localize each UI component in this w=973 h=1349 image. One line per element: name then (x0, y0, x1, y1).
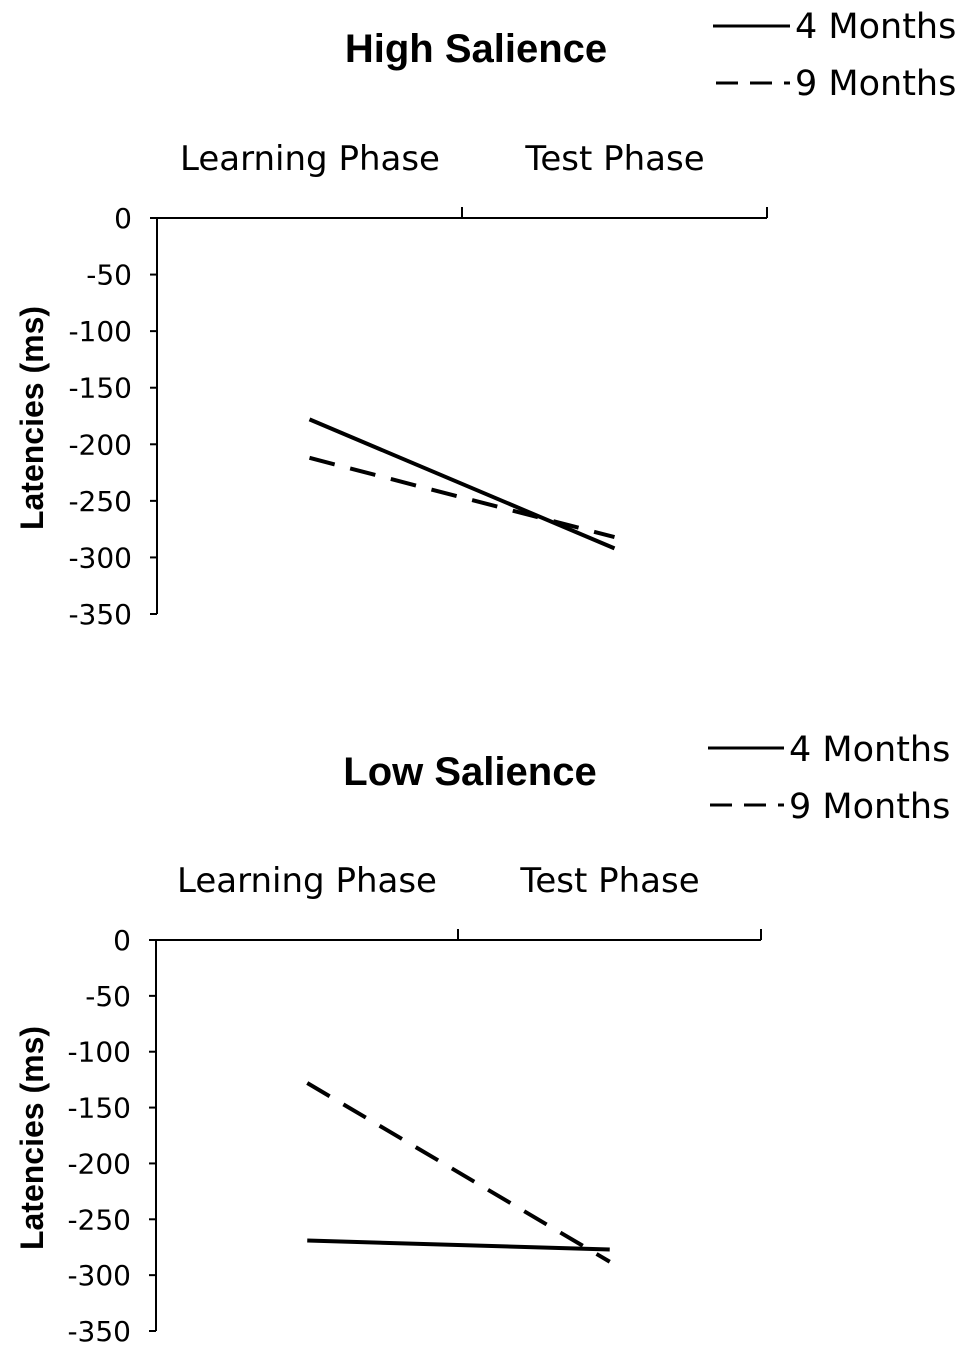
legend: 4 Months 9 Months (713, 7, 956, 104)
y-tick-label: -50 (86, 259, 132, 292)
y-tick-label: -150 (67, 1092, 131, 1125)
chart-title: Low Salience (343, 750, 596, 794)
y-tick-label: 0 (113, 924, 131, 957)
y-axis-label: Latencies (ms) (14, 1026, 50, 1250)
legend: 4 Months 9 Months (708, 730, 950, 827)
category-label: Learning Phase (177, 861, 437, 901)
y-tick-label: 0 (114, 202, 132, 235)
category-label: Learning Phase (180, 139, 440, 179)
category-label: Test Phase (524, 139, 704, 179)
series-line-4-months (307, 1238, 610, 1252)
chart-title: High Salience (345, 27, 607, 71)
y-tick-label: -100 (67, 1036, 131, 1069)
legend-label-4-months: 4 Months (795, 7, 956, 47)
x-axis (157, 207, 768, 219)
series-lines (306, 1081, 611, 1264)
series-line-9-months (306, 1081, 611, 1264)
y-ticks: 0 -50 -100 -150 -200 -250 -300 -350 (67, 924, 156, 1348)
legend-label-9-months: 9 Months (789, 787, 950, 827)
series-lines (308, 417, 616, 551)
y-ticks: 0 -50 -100 -150 -200 -250 -300 -350 (68, 202, 157, 631)
y-tick-label: -300 (67, 1259, 131, 1292)
series-line-4-months (308, 417, 616, 551)
y-tick-label: -200 (68, 428, 132, 461)
y-tick-label: -150 (68, 372, 132, 405)
y-tick-label: -350 (67, 1315, 131, 1348)
y-tick-label: -200 (67, 1147, 131, 1180)
legend-label-4-months: 4 Months (789, 730, 950, 770)
y-tick-label: -250 (67, 1203, 131, 1236)
y-tick-label: -350 (68, 598, 132, 631)
series-line-9-months (308, 455, 616, 539)
y-tick-label: -250 (68, 485, 132, 518)
y-tick-label: -100 (68, 315, 132, 348)
x-axis (156, 929, 762, 941)
chart-high-salience: High Salience 4 Months 9 Months Learning… (14, 7, 956, 631)
category-label: Test Phase (519, 861, 699, 901)
legend-label-9-months: 9 Months (795, 64, 956, 104)
chart-low-salience: Low Salience 4 Months 9 Months Learning … (14, 730, 950, 1348)
y-tick-label: -50 (85, 980, 131, 1013)
y-tick-label: -300 (68, 541, 132, 574)
y-axis-label: Latencies (ms) (14, 306, 50, 530)
